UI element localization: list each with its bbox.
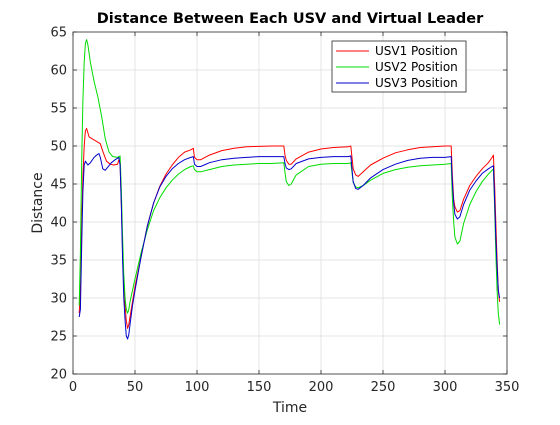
- y-tick-label: 45: [50, 178, 67, 193]
- x-tick-label: 150: [247, 380, 272, 395]
- x-tick-label: 350: [495, 380, 520, 395]
- y-tick-label: 20: [50, 368, 67, 383]
- plot-frame: [72, 31, 508, 375]
- y-tick-label: 35: [50, 254, 67, 269]
- grid: [73, 32, 507, 374]
- x-tick-label: 50: [127, 380, 144, 395]
- x-tick-label: 0: [69, 380, 77, 395]
- x-tick-label: 100: [185, 380, 210, 395]
- ticks: 0 50 100 150 200 250 300 350 20 25 30 35 40 45 50 55 60 6…: [50, 26, 519, 396]
- y-tick-label: 60: [50, 64, 67, 79]
- y-tick-label: 40: [50, 216, 67, 231]
- x-tick-label: 300: [433, 380, 458, 395]
- y-axis-label: Distance: [30, 172, 46, 233]
- y-tick-label: 30: [50, 292, 67, 307]
- series-line-1: [78, 128, 501, 329]
- y-tick-label: 25: [50, 330, 67, 345]
- series-layer: [78, 39, 501, 340]
- legend-label-2: USV2 Position: [375, 60, 458, 74]
- series-line-2: [78, 39, 501, 325]
- legend: USV1 Position USV2 Position USV3 Position: [331, 40, 467, 93]
- x-tick-label: 250: [371, 380, 396, 395]
- y-tick-label: 50: [50, 140, 67, 155]
- legend-label-1: USV1 Position: [375, 44, 458, 58]
- y-tick-label: 65: [50, 26, 67, 41]
- legend-label-3: USV3 Position: [375, 76, 458, 90]
- x-tick-label: 200: [309, 380, 334, 395]
- series-line-3: [78, 153, 501, 340]
- y-tick-label: 55: [50, 102, 67, 117]
- chart-title: Distance Between Each USV and Virtual Le…: [97, 11, 484, 27]
- x-axis-label: Time: [272, 400, 307, 416]
